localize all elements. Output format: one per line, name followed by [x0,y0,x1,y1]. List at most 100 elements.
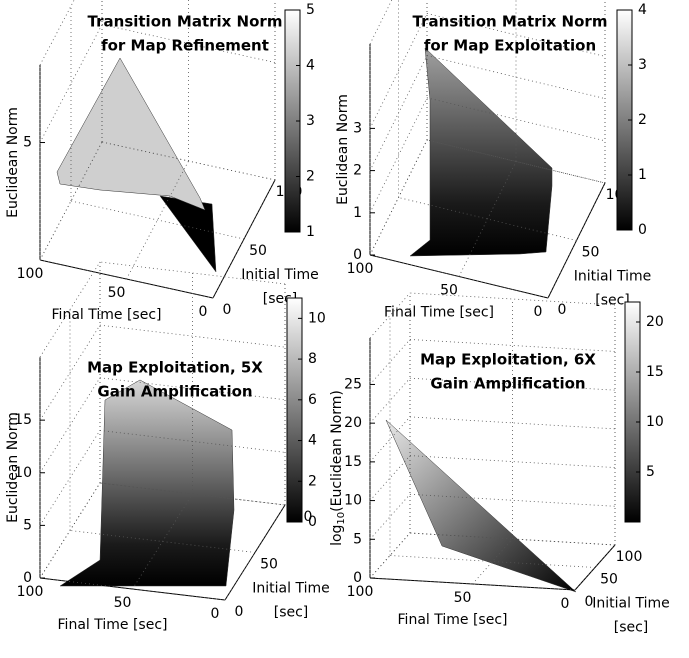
x-tick-label: 0 [561,596,570,612]
chart-title: for Map Refinement [101,37,269,55]
z-tick-label: 0 [23,570,32,586]
grid-line [369,254,549,299]
x-axis-label: Final Time [sec] [52,307,162,323]
colorbar-tick-label: 0 [308,514,317,530]
colorbar-tick-label: 5 [306,2,315,18]
z-axis-label-part: log [329,525,345,546]
grid-line [39,377,101,473]
grid-line [132,493,193,590]
x-tick-label: 100 [347,584,374,600]
grid-line [369,55,428,171]
colorbar [286,297,303,523]
grid-line [409,455,616,468]
z-axis-label-part: (Euclidean Norm) [329,390,345,512]
colorbar-tick-label: 10 [646,414,664,430]
colorbar-tick-label: 8 [308,351,317,367]
z-tick-label: 5 [23,135,32,151]
colorbar-tick-label: 15 [646,364,664,380]
y-axis-label: Initial Time [592,596,669,612]
colorbar-tick-label: 4 [306,58,315,74]
grid-line [426,139,606,184]
grid-line [369,339,411,385]
z-tick-label: 2 [353,163,362,179]
grid-line [369,13,428,129]
surface [409,47,553,257]
z-tick-label: 10 [344,493,362,509]
grid-line [369,455,411,501]
z-tick-label: 15 [14,412,32,428]
y-axis-label: Initial Time [241,267,318,283]
y-axis-label: [sec] [614,620,649,636]
x-axis-label: Final Time [sec] [384,305,494,321]
chart-title: Map Exploitation, 6X [420,351,596,369]
y-tick-label: 50 [260,557,278,573]
z-axis-label: log10(Euclidean Norm) [329,390,347,546]
z-tick-label: 10 [14,465,32,481]
grid-line [458,161,517,277]
x-axis-label: Final Time [sec] [398,612,508,628]
x-tick-label: 0 [534,304,543,320]
y-tick-label: 50 [582,245,600,261]
z-axis-label-part: 10 [336,512,347,525]
colorbar-tick-label: 5 [646,464,655,480]
x-tick-label: 50 [440,283,458,299]
x-tick-label: 0 [211,606,220,622]
z-tick-label: 25 [344,376,362,392]
grid-line [369,139,428,256]
colorbar-tick-label: 1 [638,167,647,183]
x-tick-label: 50 [114,595,132,611]
x-tick-label: 0 [199,304,208,320]
colorbar-tick-label: 20 [646,314,664,330]
z-tick-label: 0 [353,570,362,586]
z-tick-label: 15 [344,454,362,470]
grid-line [101,141,276,181]
y-tick-label: 50 [600,572,618,588]
chart-title: Gain Amplification [430,375,585,393]
colorbar-tick-label: 2 [308,473,317,489]
surfaces [56,47,577,593]
chart-title: for Map Exploitation [424,37,596,55]
x-tick-label: 50 [454,590,472,606]
colorbar-tick-label: 4 [308,433,317,449]
chart-title: Transition Matrix Norm [88,13,283,31]
surface [56,57,206,211]
z-axis-label: Euclidean Norm [335,94,351,205]
surface [159,195,217,273]
grid-line [99,324,286,348]
grid-line [70,200,245,240]
colorbar [624,301,641,523]
grid-line [426,13,606,57]
colorbar-tick-label: 3 [306,113,315,129]
x-tick-label: 100 [17,266,44,282]
grid-line [39,259,214,299]
grid-line [101,24,276,63]
z-axis-label: Euclidean Norm [5,412,21,523]
colorbar-tick-label: 4 [638,2,647,18]
z-tick-label: 0 [353,247,362,263]
grid-line [369,377,411,424]
x-tick-label: 100 [17,584,44,600]
y-tick-label: 0 [585,594,594,610]
y-tick-label: 50 [249,243,267,259]
colorbar-tick-label: 0 [638,222,647,238]
grid-line [39,430,101,526]
y-axis-label: [sec] [274,605,309,621]
y-axis-label: [sec] [595,293,630,309]
x-tick-label: 50 [108,285,126,301]
grid-line [39,324,101,421]
z-tick-label: 20 [344,415,362,431]
x-axis-label: Final Time [sec] [58,617,168,633]
grid-line [426,97,606,142]
colorbar-tick-label: 2 [306,169,315,185]
y-tick-label: 0 [235,604,244,620]
y-tick-label: 0 [558,302,567,318]
surface [385,419,577,593]
grid-line [426,55,606,99]
chart-title: Map Exploitation, 5X [87,359,263,377]
chart-title: Gain Amplification [97,383,252,401]
colorbar-tick-label: 10 [308,310,326,326]
z-axis-label: Euclidean Norm [5,107,21,218]
colorbar-tick-label: 1 [306,224,315,240]
colorbar-tick-label: 2 [638,112,647,128]
